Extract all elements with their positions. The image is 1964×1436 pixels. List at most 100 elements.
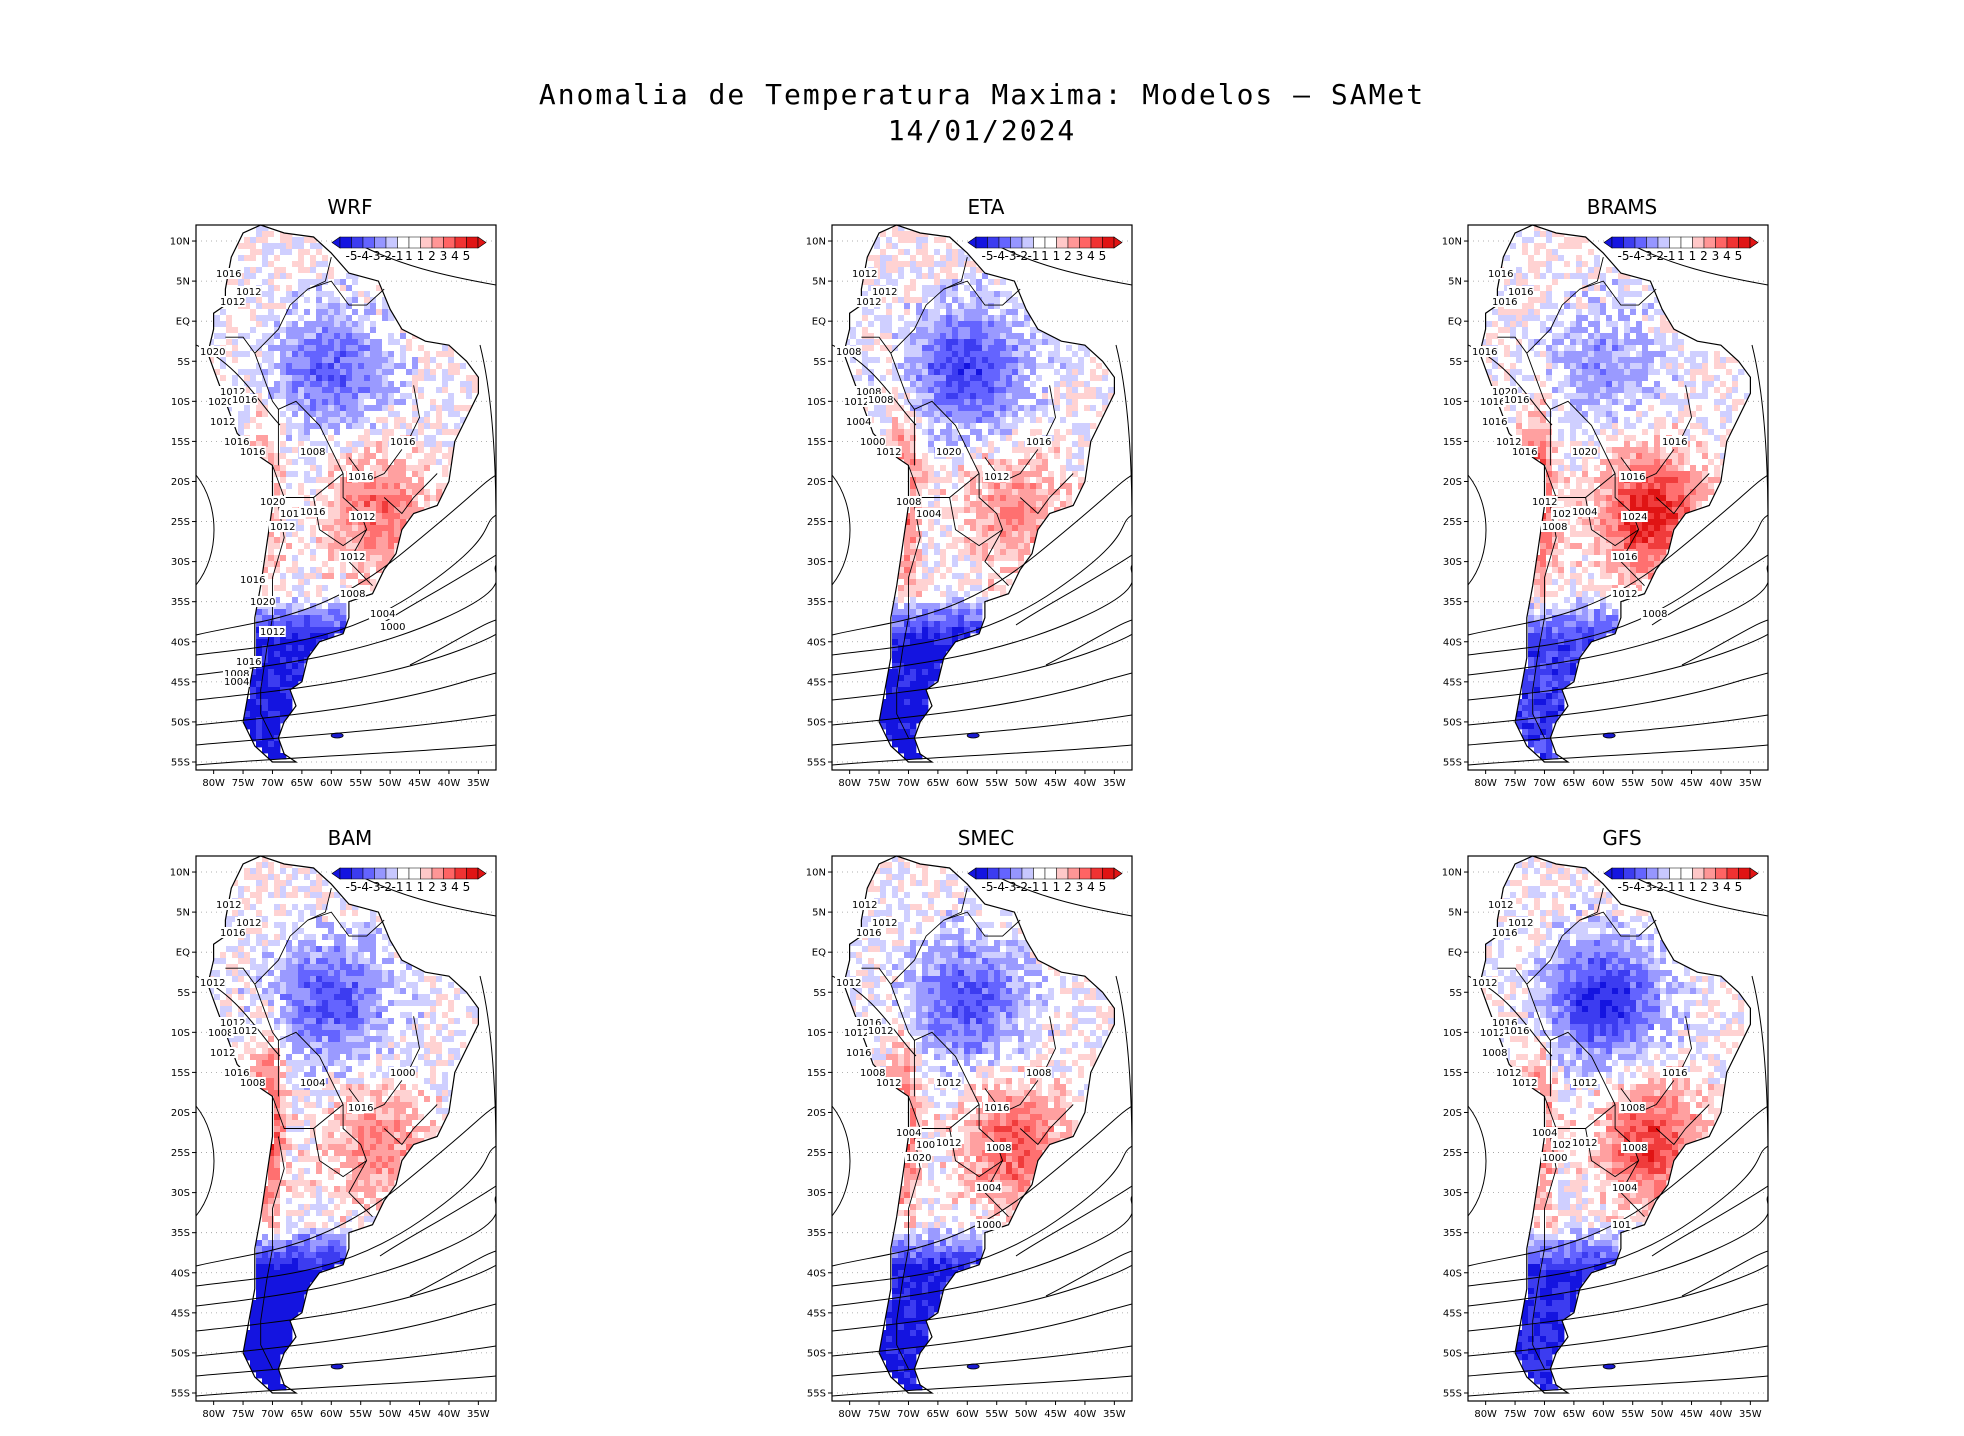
isobar-label: 1012: [1479, 1027, 1506, 1039]
colorbar-label: 2: [1064, 249, 1072, 263]
anomaly-map: 1012101210161012101210081012101210161008…: [170, 855, 497, 1420]
colorbar-swatch: [431, 236, 444, 249]
lat-tick-label: 40S: [1443, 637, 1462, 648]
isobar-label: 1016: [1479, 396, 1506, 408]
lon-tick-label: 40W: [1074, 778, 1097, 789]
isobar-label: 1012: [843, 396, 870, 408]
coastline: [207, 855, 479, 1394]
colorbar-max-arrow: [1749, 236, 1759, 249]
svg-text:1012: 1012: [260, 627, 285, 638]
colorbar-swatch: [1021, 236, 1034, 249]
colorbar-swatch: [1715, 236, 1728, 249]
colorbar-swatch: [1657, 236, 1670, 249]
colorbar-max-arrow: [477, 867, 487, 880]
lon-tick-label: 55W: [985, 1409, 1008, 1420]
lon-tick-label: 45W: [1680, 1409, 1703, 1420]
colorbar-swatch: [351, 867, 364, 880]
isobar-label: 1016: [855, 1017, 882, 1029]
colorbar-swatch: [1726, 867, 1739, 880]
colorbar-label: 4: [1723, 880, 1731, 894]
svg-text:1012: 1012: [220, 297, 245, 308]
lon-tick-label: 80W: [1474, 1409, 1497, 1420]
lon-tick-label: 35W: [467, 778, 490, 789]
lat-tick-label: 25S: [1443, 517, 1462, 528]
lat-tick-label: 5N: [812, 277, 826, 288]
isobar-label: 1016: [1491, 296, 1518, 308]
isobar-label: 1008: [855, 386, 882, 398]
svg-text:1016: 1016: [232, 395, 257, 406]
lat-tick-label: EQ: [176, 948, 190, 959]
lat-tick-label: 20S: [807, 1108, 826, 1119]
isobar-label: 1012: [339, 551, 366, 563]
isobar-label: 1016: [215, 268, 242, 280]
lat-tick-label: 5S: [813, 988, 826, 999]
isobar-label: 1000: [975, 1219, 1002, 1231]
temperature-anomaly-field: [208, 856, 479, 1391]
isobar-label: 1012: [1507, 917, 1534, 929]
colorbar-label: -3: [369, 880, 381, 894]
colorbar-label: 1: [1053, 249, 1061, 263]
lat-tick-label: 20S: [171, 1108, 190, 1119]
isobar-label: 1016: [223, 436, 250, 448]
lat-tick-label: EQ: [812, 948, 826, 959]
isobar-label: 1012: [835, 977, 862, 989]
anomaly-map: 1012101210161012101610121012101610081012…: [806, 855, 1133, 1420]
isobar-label: 1012: [235, 917, 262, 929]
isobar-label: 1016: [983, 1102, 1010, 1114]
colorbar-label: 5: [1099, 249, 1107, 263]
lon-tick-label: 75W: [232, 778, 255, 789]
lat-tick-label: 45S: [171, 1308, 190, 1319]
colorbar-label: 1: [1689, 249, 1697, 263]
isobar-label: 1020: [1551, 1139, 1578, 1151]
lat-tick-label: EQ: [176, 317, 190, 328]
lat-tick-label: 10N: [806, 237, 826, 248]
svg-text:1012: 1012: [984, 472, 1009, 483]
isobar-label: 1016: [239, 574, 266, 586]
isobar-label: 1004: [1531, 1127, 1558, 1139]
colorbar-swatch: [420, 236, 433, 249]
lon-tick-label: 50W: [379, 1409, 402, 1420]
colorbar-label: -5: [1618, 880, 1630, 894]
map-panel-brams: BRAMS 1016 1016 1016 1016 1020 1016 1016 1016 10…: [1442, 195, 1792, 789]
lon-tick-label: 40W: [1074, 1409, 1097, 1420]
colorbar-swatch: [1634, 867, 1647, 880]
panel-title: SMEC: [957, 826, 1015, 850]
isobar-label: 1016: [1487, 268, 1514, 280]
colorbar-swatch: [1646, 236, 1659, 249]
lon-tick-label: 65W: [291, 1409, 314, 1420]
panel-title: ETA: [967, 195, 1005, 219]
colorbar-label: -5: [982, 249, 994, 263]
colorbar-label: -3: [1641, 880, 1653, 894]
lon-tick-label: 75W: [868, 778, 891, 789]
isobar-label: 1000: [379, 621, 406, 633]
lat-tick-label: 5N: [812, 908, 826, 919]
isobar-label: 1008: [867, 394, 894, 406]
colorbar-swatch: [420, 867, 433, 880]
isobar-label: 1016: [231, 394, 258, 406]
colorbar-label: 5: [1099, 880, 1107, 894]
lon-tick-label: 35W: [1103, 1409, 1126, 1420]
lon-tick-label: 60W: [1592, 778, 1615, 789]
lat-tick-label: 25S: [171, 1148, 190, 1159]
isobar-label: 1012: [1531, 496, 1558, 508]
isobar-label: 1016: [347, 471, 374, 483]
isobar-label: 1012: [851, 899, 878, 911]
colorbar-label: 5: [1735, 249, 1743, 263]
svg-text:1016: 1016: [300, 507, 325, 518]
colorbar-swatch: [998, 236, 1011, 249]
svg-text:1008: 1008: [896, 497, 921, 508]
colorbar: -5 -4 -3 -2 -1 1 1 2 3 4 5: [1603, 236, 1759, 263]
colorbar-swatch: [362, 867, 375, 880]
country-borders: [861, 256, 1074, 739]
map-panel-gfs: GFS 1012 1012 1016 1012 1016 1012 1016 1008 1012…: [1442, 826, 1792, 1420]
isobar-label: 1016: [389, 436, 416, 448]
colorbar-swatch: [374, 236, 387, 249]
lat-tick-label: EQ: [1448, 317, 1462, 328]
lat-tick-label: 10N: [1442, 868, 1462, 879]
isobar-label: 101: [1611, 1219, 1632, 1231]
isobar-label: 1016: [1471, 346, 1498, 358]
isobar-lines: [832, 244, 1132, 766]
lat-tick-label: 35S: [1443, 597, 1462, 608]
lat-tick-label: 35S: [171, 597, 190, 608]
lat-tick-label: 40S: [171, 637, 190, 648]
